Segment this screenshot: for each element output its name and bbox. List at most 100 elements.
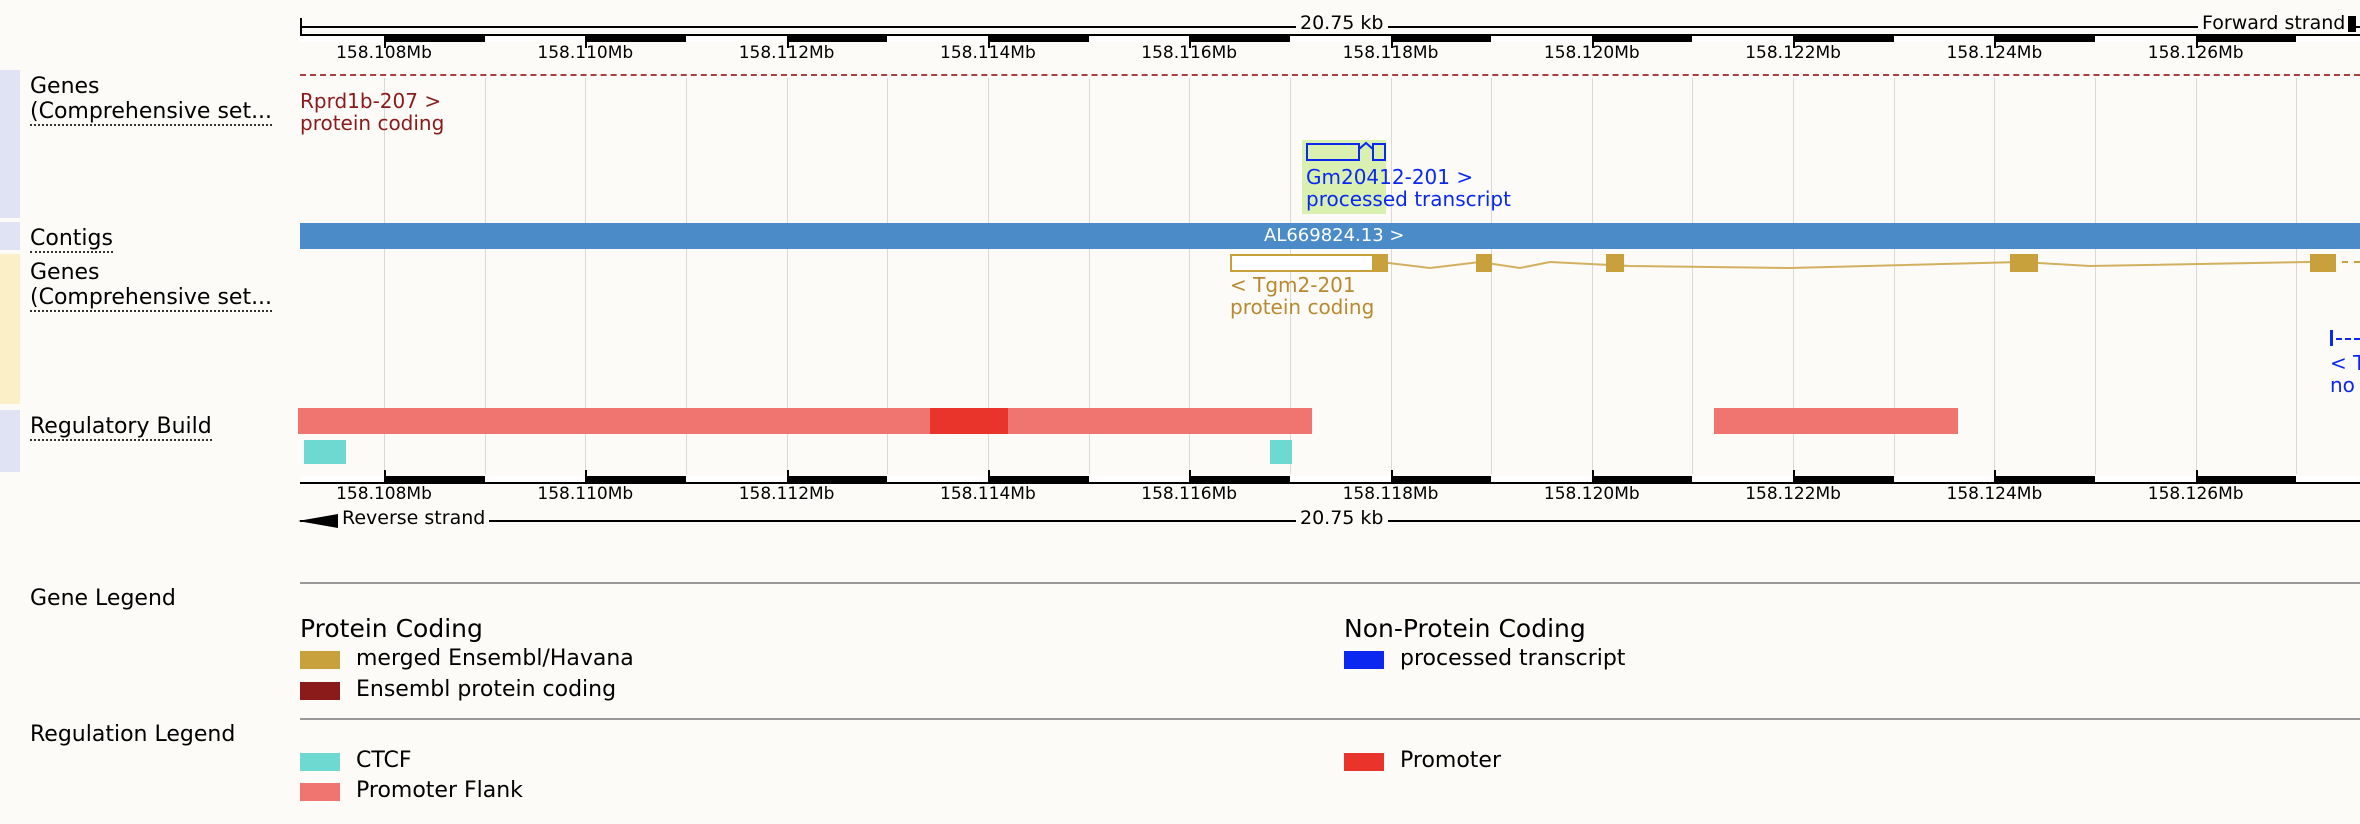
genes-reverse-track-label[interactable]: Genes (Comprehensive set... — [30, 260, 273, 312]
promoter-flank-3[interactable] — [1714, 408, 1958, 434]
track-handle-contigs[interactable] — [0, 222, 20, 250]
top-span-label: 20.75 kb — [1296, 12, 1388, 34]
merged-label: merged Ensembl/Havana — [356, 646, 634, 671]
grid-line — [2296, 78, 2298, 474]
scale-bar-segment — [1189, 36, 1290, 42]
ctcf-label: CTCF — [356, 748, 412, 773]
cut-off-gene-label[interactable]: < T no — [2330, 352, 2360, 396]
ensembl-pc-swatch — [300, 682, 340, 700]
top-tick-label: 158.108Mb — [336, 43, 432, 63]
track-handle-genes-reverse[interactable] — [0, 254, 20, 404]
tgm2-exon-4[interactable] — [2010, 254, 2038, 272]
gm20412-label[interactable]: Gm20412-201 > processed transcript — [1306, 166, 1511, 210]
grid-line — [1793, 78, 1795, 474]
grid-line — [1591, 78, 1593, 474]
rprd1b-gene[interactable]: Rprd1b-207 > protein coding — [300, 90, 444, 134]
forward-strand-marker — [2348, 16, 2356, 32]
top-tick-label: 158.114Mb — [940, 43, 1036, 63]
cut-off-gene-marker[interactable] — [2330, 330, 2333, 346]
cut-off-gene-name[interactable]: < T — [2330, 351, 2360, 375]
bottom-tick-label: 158.112Mb — [738, 484, 835, 504]
gm20412-intron — [1358, 141, 1374, 151]
top-tick-mark — [2195, 36, 2198, 48]
top-tick-label: 158.126Mb — [2147, 43, 2244, 63]
track-handle-regulatory[interactable] — [0, 410, 20, 472]
top-tick-mark — [987, 36, 990, 48]
bottom-tick-label: 158.126Mb — [2147, 484, 2244, 504]
tgm2-exon-3[interactable] — [1606, 254, 1624, 272]
genes-forward-label-line2[interactable]: (Comprehensive set... — [30, 99, 273, 126]
gm20412-biotype: processed transcript — [1306, 187, 1511, 211]
gm20412-name[interactable]: Gm20412-201 > — [1306, 165, 1474, 189]
top-tick-mark — [384, 36, 386, 48]
regulatory-track-label[interactable]: Regulatory Build — [30, 414, 212, 441]
ctcf-1[interactable] — [304, 440, 346, 464]
merged-swatch — [300, 651, 340, 669]
grid-line — [1994, 78, 1996, 474]
tgm2-transcript[interactable] — [1230, 250, 2360, 280]
top-tick-mark — [1189, 36, 1192, 48]
grid-line — [987, 78, 989, 474]
contig-name[interactable]: AL669824.13 > — [1264, 225, 1405, 246]
top-tick-mark — [786, 36, 789, 48]
scale-bar-segment — [1994, 36, 2096, 42]
scale-bar-segment — [2195, 476, 2297, 482]
ctcf-swatch — [300, 753, 340, 771]
rprd1b-biotype: protein coding — [300, 111, 445, 135]
promoter-flank-2[interactable] — [1008, 408, 1312, 434]
top-tick-label: 158.124Mb — [1946, 43, 2043, 63]
bottom-tick-mark — [987, 470, 990, 482]
top-tick-mark — [1591, 36, 1594, 48]
scale-bar-segment — [786, 36, 888, 42]
promoter-flank-1[interactable] — [298, 408, 930, 434]
grid-line — [1692, 78, 1694, 474]
scale-bar-segment — [1994, 476, 2096, 482]
contigs-track-label[interactable]: Contigs — [30, 226, 113, 253]
grid-line — [786, 78, 788, 474]
scale-bar-segment — [1390, 476, 1492, 482]
cut-off-gene-line — [2336, 338, 2360, 340]
forward-strand-label: Forward strand — [2198, 12, 2350, 34]
bottom-tick-mark — [1390, 470, 1393, 482]
gm20412-exon-2[interactable] — [1372, 143, 1386, 161]
tgm2-intron-line — [1379, 260, 2311, 270]
genes-reverse-label-line2[interactable]: (Comprehensive set... — [30, 285, 273, 312]
bottom-tick-mark — [2195, 470, 2198, 482]
genes-forward-label-line1: Genes — [30, 74, 100, 99]
top-tick-mark — [1390, 36, 1393, 48]
tgm2-exon-2[interactable] — [1476, 254, 1492, 272]
scale-bar-segment — [384, 36, 485, 42]
tgm2-name[interactable]: < Tgm2-201 — [1230, 273, 1356, 297]
scale-bar-segment — [786, 476, 888, 482]
top-tick-label: 158.118Mb — [1342, 43, 1439, 63]
tgm2-exon-1[interactable] — [1372, 254, 1388, 272]
rprd1b-name[interactable]: Rprd1b-207 > — [300, 89, 442, 113]
bottom-tick-mark — [585, 470, 588, 482]
gene-legend-title: Gene Legend — [30, 586, 176, 611]
grid-line — [1893, 78, 1895, 474]
bottom-tick-mark — [1994, 470, 1997, 482]
track-handle-genes-forward[interactable] — [0, 70, 20, 218]
grid-line — [585, 78, 587, 474]
tgm2-exon-5[interactable] — [2310, 254, 2336, 272]
scale-bar-segment — [1793, 476, 1894, 482]
bottom-tick-label: 158.122Mb — [1745, 484, 1841, 504]
processed-label: processed transcript — [1400, 646, 1626, 671]
scale-bar-segment — [1591, 476, 1693, 482]
promoter-1[interactable] — [930, 408, 1008, 434]
scale-bar-segment — [1591, 36, 1693, 42]
contig-bar[interactable] — [300, 223, 2360, 249]
protein-coding-heading: Protein Coding — [300, 614, 483, 643]
top-tick-label: 158.112Mb — [738, 43, 835, 63]
grid-line — [2195, 78, 2197, 474]
ctcf-2[interactable] — [1270, 440, 1292, 464]
scale-bar-segment — [2195, 36, 2297, 42]
tgm2-label[interactable]: < Tgm2-201 protein coding — [1230, 274, 1374, 318]
bottom-tick-mark — [1793, 470, 1796, 482]
grid-line — [2095, 78, 2097, 474]
gm20412-exon-1[interactable] — [1306, 143, 1360, 161]
genes-forward-track-label[interactable]: Genes (Comprehensive set... — [30, 74, 273, 126]
top-tick-label: 158.120Mb — [1543, 43, 1640, 63]
tgm2-utr[interactable] — [1230, 254, 1374, 272]
gene-legend-divider — [300, 582, 2360, 584]
